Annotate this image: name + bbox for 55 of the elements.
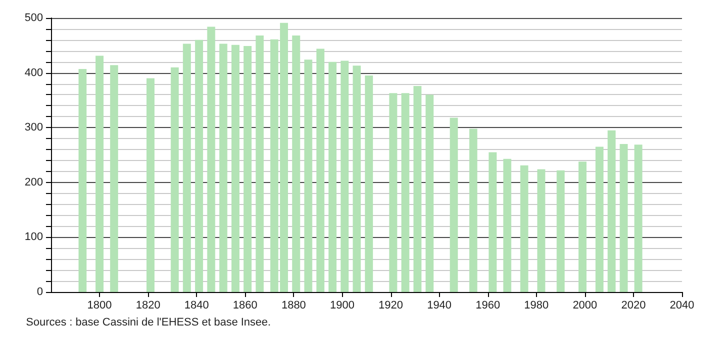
- bar: [488, 152, 497, 292]
- y-tick-label: 100: [24, 231, 43, 244]
- x-tick-label: 1880: [281, 300, 306, 312]
- x-tick-label: 1980: [524, 300, 549, 312]
- x-tick-label: 2000: [572, 300, 598, 312]
- bar: [413, 86, 422, 292]
- x-tick-label: 1900: [330, 300, 354, 312]
- y-tick-label: 200: [24, 176, 43, 188]
- y-tick-label: 300: [24, 122, 43, 134]
- source-note: Sources : base Cassini de l'EHESS et base Insee.: [26, 316, 271, 328]
- bar: [110, 65, 118, 292]
- x-tick-label: 1800: [87, 300, 112, 312]
- bar: [207, 26, 216, 292]
- bar: [231, 44, 240, 292]
- bar: [537, 169, 546, 292]
- x-tick-label: 1820: [136, 300, 160, 312]
- x-tick-label: 1920: [378, 300, 404, 312]
- bar: [608, 130, 616, 292]
- bar: [244, 46, 252, 292]
- bar: [219, 44, 228, 292]
- bar: [195, 40, 204, 292]
- x-tick-label: 1840: [184, 300, 209, 312]
- bar: [389, 93, 398, 292]
- bar: [364, 76, 373, 292]
- y-tick-label: 500: [24, 12, 43, 24]
- bar: [578, 162, 586, 292]
- bar: [256, 36, 264, 292]
- bar: [170, 67, 179, 292]
- bar: [595, 146, 604, 292]
- bar: [401, 93, 410, 292]
- bar: [352, 66, 361, 292]
- bar: [340, 60, 349, 292]
- bar: [503, 158, 512, 292]
- bar: [304, 60, 312, 292]
- bar: [556, 170, 565, 292]
- x-tick-label: 1960: [476, 300, 500, 312]
- y-tick-label: 400: [24, 66, 43, 79]
- bar: [182, 44, 191, 292]
- x-tick-label: 2020: [621, 300, 646, 312]
- bar: [450, 118, 458, 292]
- y-tick-label: 0: [36, 286, 43, 298]
- bar: [620, 144, 628, 292]
- x-tick-label: 1940: [427, 300, 452, 312]
- bar: [96, 56, 104, 292]
- x-tick-label: 1860: [232, 300, 258, 312]
- bar: [469, 128, 478, 292]
- bar: [328, 62, 337, 292]
- bar: [634, 144, 642, 292]
- bar: [520, 165, 528, 292]
- bar: [426, 94, 434, 292]
- bar: [146, 78, 155, 292]
- bar: [292, 36, 300, 292]
- x-tick-label: 2040: [670, 300, 694, 312]
- bar: [316, 48, 324, 292]
- bar: [78, 68, 87, 292]
